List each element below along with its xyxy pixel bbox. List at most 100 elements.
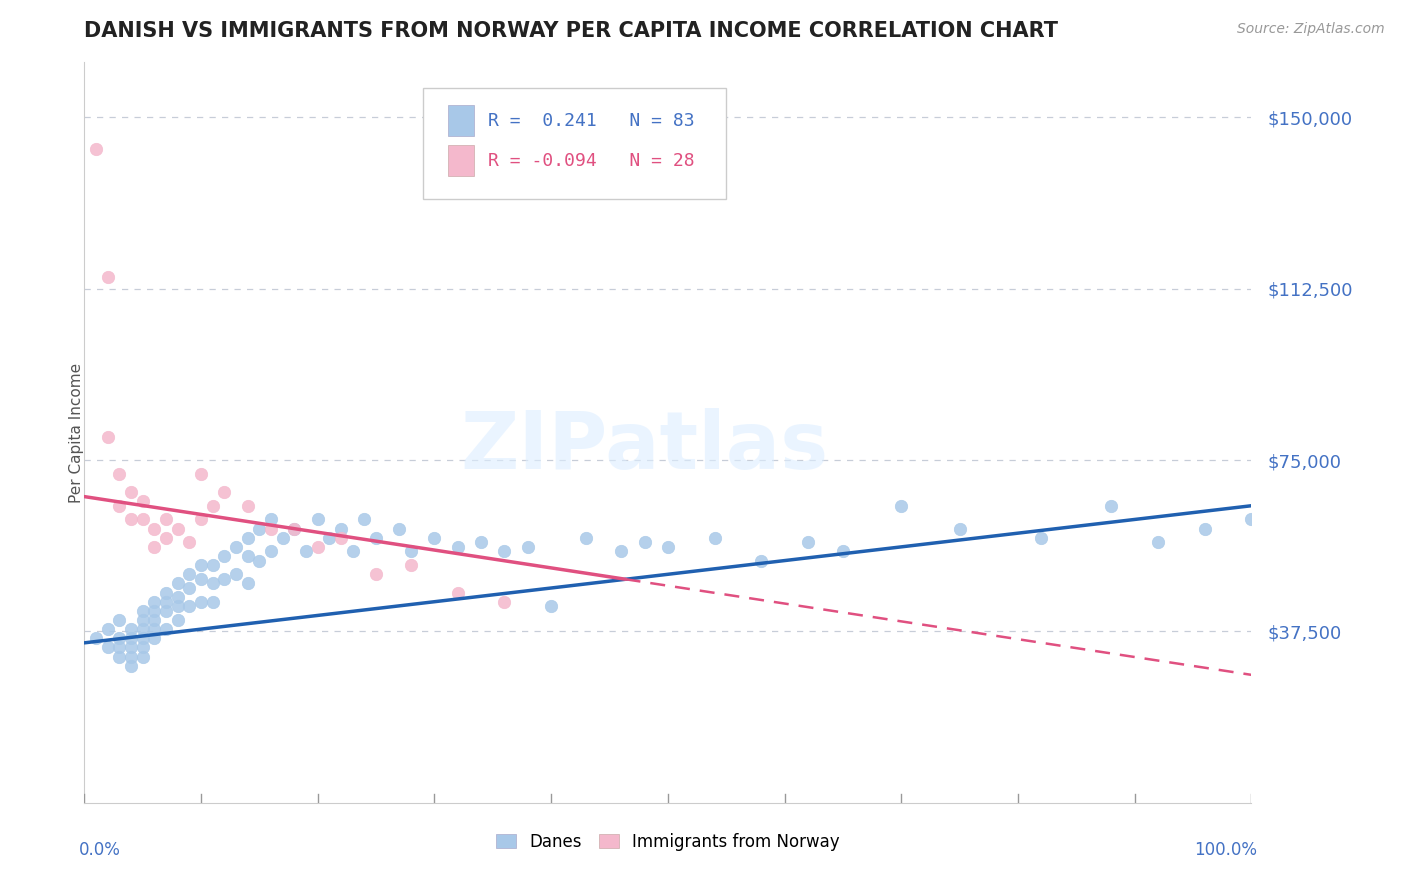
Point [236, 531, 259, 545]
Point [318, 531, 340, 545]
Point [236, 549, 259, 563]
Point [108, 632, 131, 646]
Point [190, 595, 212, 609]
Point [120, 622, 142, 636]
Text: ZIPatlas: ZIPatlas [460, 409, 828, 486]
Point [342, 544, 364, 558]
Point [283, 522, 305, 536]
Point [166, 590, 188, 604]
Point [120, 485, 142, 500]
Point [108, 649, 131, 664]
Point [166, 599, 188, 614]
Point [366, 531, 388, 545]
Point [1031, 531, 1053, 545]
Point [155, 604, 177, 618]
Point [797, 535, 820, 549]
Point [201, 499, 224, 513]
Point [330, 522, 353, 536]
Point [190, 572, 212, 586]
Point [179, 535, 201, 549]
Point [190, 558, 212, 573]
Point [120, 640, 142, 655]
Point [214, 485, 236, 500]
Point [108, 499, 131, 513]
Bar [449, 145, 474, 176]
Point [949, 522, 972, 536]
Point [1194, 522, 1216, 536]
Point [283, 522, 305, 536]
Point [166, 576, 188, 591]
Point [260, 512, 283, 526]
Bar [449, 105, 474, 136]
Point [657, 540, 679, 554]
Point [132, 604, 155, 618]
Text: R =  0.241   N = 83: R = 0.241 N = 83 [488, 112, 695, 130]
Point [143, 604, 166, 618]
Point [260, 544, 283, 558]
Point [249, 553, 271, 567]
Point [260, 522, 283, 536]
Point [330, 531, 353, 545]
Point [155, 531, 177, 545]
Point [399, 544, 422, 558]
Point [120, 658, 142, 673]
Point [540, 599, 562, 614]
Point [366, 567, 388, 582]
Point [143, 613, 166, 627]
Point [225, 540, 247, 554]
Point [120, 632, 142, 646]
Point [120, 512, 142, 526]
Point [494, 595, 516, 609]
Point [155, 585, 177, 599]
Point [516, 540, 538, 554]
Point [179, 567, 201, 582]
Point [225, 567, 247, 582]
Point [97, 622, 120, 636]
Point [1147, 535, 1170, 549]
Point [1240, 512, 1263, 526]
Point [155, 622, 177, 636]
Point [388, 522, 411, 536]
Point [132, 613, 155, 627]
Point [143, 540, 166, 554]
Point [84, 632, 107, 646]
Point [155, 595, 177, 609]
Point [120, 649, 142, 664]
Text: Source: ZipAtlas.com: Source: ZipAtlas.com [1237, 22, 1385, 37]
Point [97, 640, 120, 655]
Point [610, 544, 633, 558]
Point [214, 572, 236, 586]
Text: R = -0.094   N = 28: R = -0.094 N = 28 [488, 152, 695, 169]
Point [1099, 499, 1122, 513]
Point [423, 531, 446, 545]
Point [143, 522, 166, 536]
Point [143, 632, 166, 646]
Point [307, 540, 329, 554]
Point [108, 640, 131, 655]
Legend: Danes, Immigrants from Norway: Danes, Immigrants from Norway [489, 826, 846, 857]
Point [890, 499, 912, 513]
Point [832, 544, 855, 558]
Point [143, 622, 166, 636]
Point [97, 430, 120, 444]
Point [271, 531, 294, 545]
Point [179, 599, 201, 614]
FancyBboxPatch shape [423, 88, 727, 200]
Point [633, 535, 655, 549]
Point [353, 512, 375, 526]
Point [132, 494, 155, 508]
Point [201, 595, 224, 609]
Point [307, 512, 329, 526]
Point [201, 558, 224, 573]
Point [447, 585, 470, 599]
Point [190, 467, 212, 481]
Text: 0.0%: 0.0% [79, 840, 121, 859]
Point [236, 576, 259, 591]
Point [166, 522, 188, 536]
Point [132, 640, 155, 655]
Point [179, 581, 201, 595]
Y-axis label: Per Capita Income: Per Capita Income [69, 362, 83, 503]
Point [470, 535, 492, 549]
Point [201, 576, 224, 591]
Point [703, 531, 725, 545]
